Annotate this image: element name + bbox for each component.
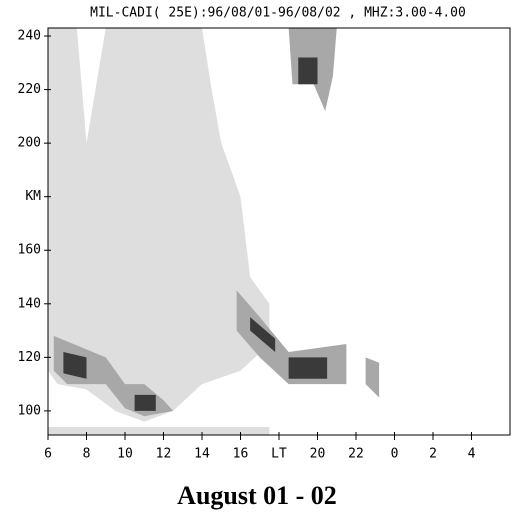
- y-tick-label: 160: [18, 243, 41, 258]
- echo-region: [48, 426, 270, 435]
- echo-region: [365, 357, 380, 398]
- y-tick-label: 220: [18, 82, 41, 97]
- y-tick-label: 100: [18, 403, 41, 418]
- y-tick-label: 200: [18, 136, 41, 151]
- echo-region: [63, 351, 87, 379]
- x-tick-label: 2: [429, 447, 437, 462]
- x-tick-label: 12: [156, 447, 172, 462]
- x-tick-label: 4: [468, 447, 476, 462]
- echo-region: [134, 394, 156, 411]
- x-tick-label: 16: [233, 447, 249, 462]
- x-tick-label: LT: [271, 447, 287, 462]
- caption: August 01 - 02: [177, 481, 337, 510]
- x-tick-label: 20: [310, 447, 326, 462]
- x-tick-label: 10: [117, 447, 133, 462]
- chart-title: MIL-CADI( 25E):96/08/01-96/08/02 , MHZ:3…: [90, 6, 466, 21]
- x-tick-label: 8: [83, 447, 91, 462]
- x-tick-label: 0: [391, 447, 399, 462]
- x-tick-label: 6: [44, 447, 52, 462]
- y-tick-label: 240: [18, 29, 41, 44]
- echo-region: [298, 57, 318, 85]
- echo-region: [250, 317, 276, 352]
- echo-region: [288, 357, 328, 379]
- x-tick-label: 22: [348, 447, 364, 462]
- echo-region: [48, 28, 270, 422]
- y-tick-label: KM: [25, 189, 41, 204]
- x-tick-label: 14: [194, 447, 210, 462]
- y-tick-label: 140: [18, 296, 41, 311]
- y-tick-label: 120: [18, 350, 41, 365]
